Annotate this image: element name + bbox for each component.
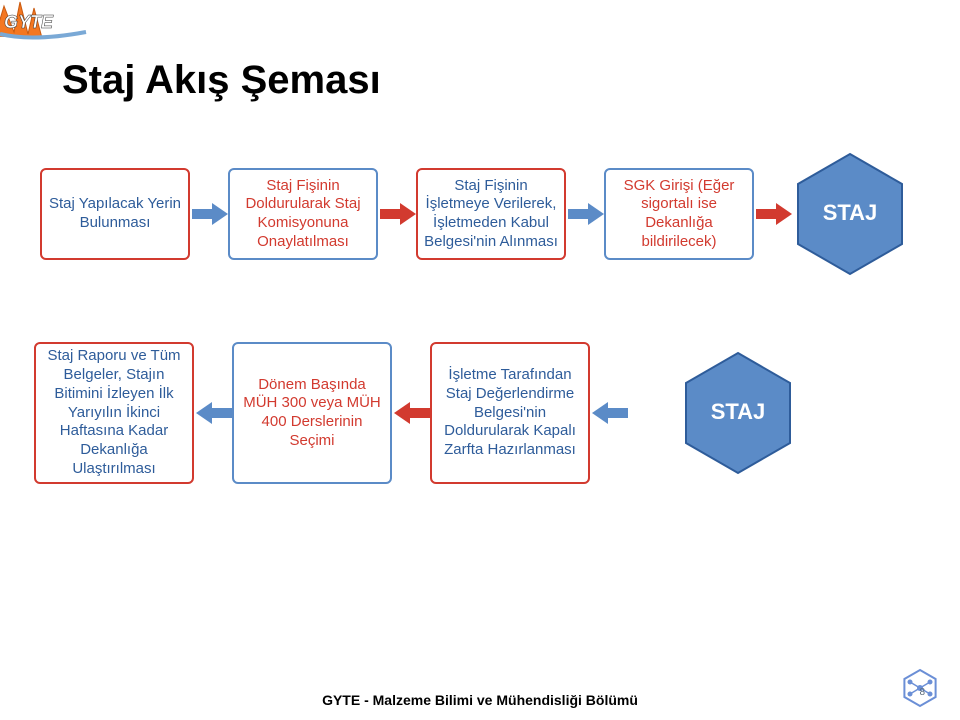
arrow-right	[568, 199, 604, 229]
arrow-right	[380, 199, 416, 229]
flow-hex: STAJ	[788, 152, 912, 276]
hex-label: STAJ	[676, 399, 800, 425]
footer-text: GYTE - Malzeme Bilimi ve Mühendisliği Bö…	[0, 692, 960, 708]
flow-node-n2: Staj Fişinin Doldurularak Staj Komisyonu…	[228, 168, 378, 260]
arrow-left	[592, 398, 628, 428]
svg-text:GYTE: GYTE	[4, 12, 54, 32]
arrow-right	[192, 199, 228, 229]
logo-gyte: GYTE	[0, 0, 112, 46]
flow-node-n4: SGK Girişi (Eğer sigortalı ise Dekanlığa…	[604, 168, 754, 260]
flow-node-n3: Staj Fişinin İşletmeye Verilerek, İşletm…	[416, 168, 566, 260]
flow-node-m3: İşletme Tarafından Staj Değerlendirme Be…	[430, 342, 590, 484]
page-title: Staj Akış Şeması	[62, 58, 381, 103]
arrow-right	[756, 199, 792, 229]
flow-node-m1: Staj Raporu ve Tüm Belgeler, Stajın Biti…	[34, 342, 194, 484]
flow-node-n1: Staj Yapılacak Yerin Bulunması	[40, 168, 190, 260]
flow-node-m2: Dönem Başında MÜH 300 veya MÜH 400 Dersl…	[232, 342, 392, 484]
arrow-left	[394, 398, 430, 428]
flow-hex: STAJ	[676, 351, 800, 475]
slide-number: 8	[919, 687, 925, 698]
arrow-left	[196, 398, 232, 428]
hex-label: STAJ	[788, 200, 912, 226]
